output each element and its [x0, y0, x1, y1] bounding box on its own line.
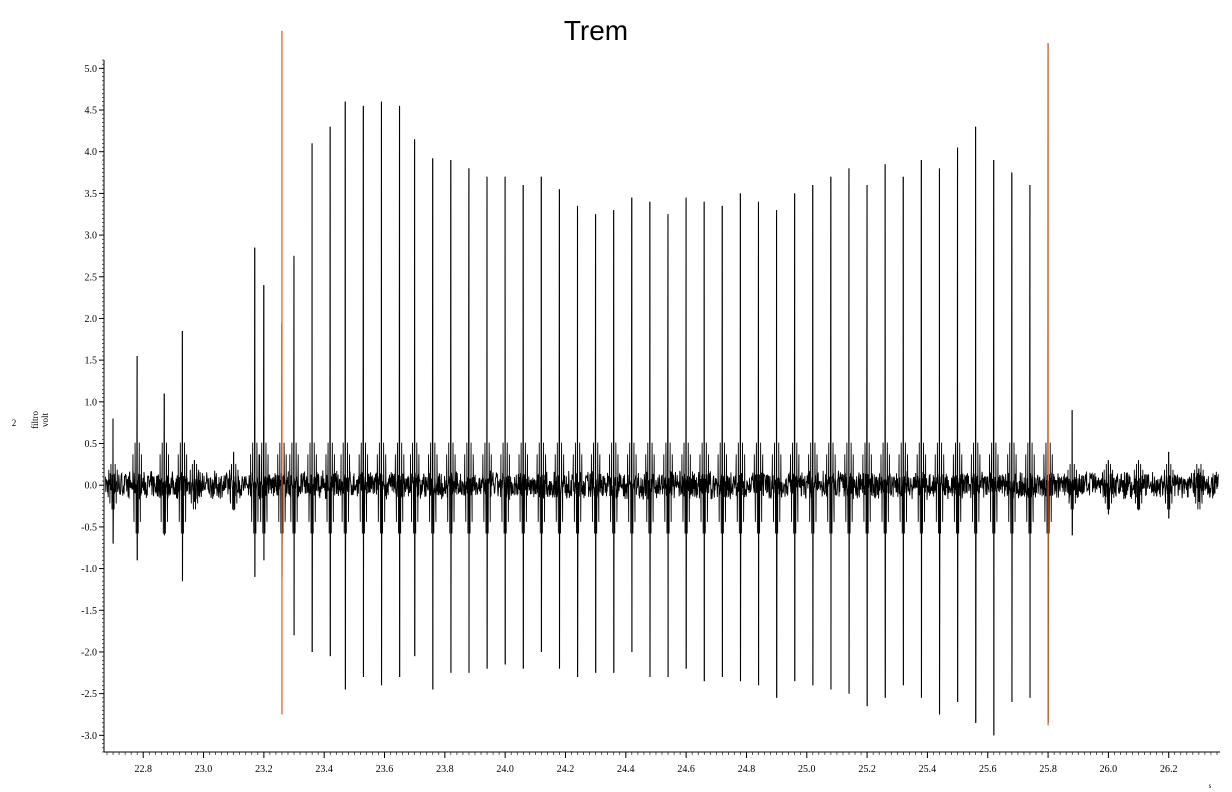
y-tick-label: 0.5 [85, 439, 98, 450]
chart-title: Trem [564, 15, 628, 46]
x-tick-label: 22.8 [134, 764, 152, 775]
x-tick-label: 23.4 [315, 764, 333, 775]
y-tick-label: 4.0 [85, 147, 98, 158]
y-tick-label: -1.5 [81, 606, 97, 617]
x-tick-label: 24.8 [738, 764, 756, 775]
y-tick-label: -2.0 [81, 647, 97, 658]
channel-number: 2 [12, 418, 17, 428]
y-tick-label: 1.0 [85, 397, 98, 408]
y-tick-label: 2.5 [85, 272, 98, 283]
x-tick-label: 25.2 [858, 764, 876, 775]
x-tick-label: 24.4 [617, 764, 635, 775]
y-tick-label: 3.5 [85, 189, 98, 200]
signal-trace [105, 43, 1219, 736]
y-axis-label-line-2: volt [40, 413, 50, 428]
x-tick-label: 24.2 [557, 764, 575, 775]
signal-series [105, 43, 1219, 736]
y-tick-label: -0.5 [81, 522, 97, 533]
x-tick-label: 25.8 [1039, 764, 1057, 775]
y-tick-label: 5.0 [85, 64, 98, 75]
y-axis-label: filtro volt [30, 411, 50, 429]
x-tick-label: 25.4 [919, 764, 937, 775]
x-tick-label: 26.2 [1160, 764, 1178, 775]
y-tick-label: 3.0 [85, 231, 98, 242]
x-axis-label: s [1209, 782, 1212, 790]
x-tick-label: 24.6 [677, 764, 695, 775]
x-tick-label: 26.0 [1100, 764, 1118, 775]
x-tick-label: 25.6 [979, 764, 997, 775]
y-tick-label: 0.0 [85, 481, 98, 492]
plot-area: -3.0 -2.5 -2.0 -1.5 -1.0 -0.5 0.0 0.5 1.0 1.5 2.0 2… [81, 30, 1220, 775]
x-tick-label: 23.0 [195, 764, 213, 775]
x-tick-label: 25.0 [798, 764, 816, 775]
y-tick-label: -1.0 [81, 564, 97, 575]
y-axis: -3.0 -2.5 -2.0 -1.5 -1.0 -0.5 0.0 0.5 1.0 1.5 2.0 2… [81, 59, 105, 753]
y-tick-label: 2.0 [85, 314, 98, 325]
x-tick-label: 24.0 [496, 764, 514, 775]
y-tick-label: 4.5 [85, 106, 98, 117]
x-axis: 22.8 23.0 23.2 23.4 23.6 23.8 24.0 24.2 24.4 24.6… [104, 751, 1220, 775]
x-tick-label: 23.2 [255, 764, 273, 775]
markers [281, 30, 1049, 726]
x-tick-label: 23.6 [376, 764, 394, 775]
y-tick-label: -3.0 [81, 731, 97, 742]
y-tick-label: 1.5 [85, 356, 98, 367]
y-tick-label: -2.5 [81, 689, 97, 700]
y-axis-label-line-1: filtro [30, 411, 40, 429]
x-tick-label: 23.8 [436, 764, 454, 775]
